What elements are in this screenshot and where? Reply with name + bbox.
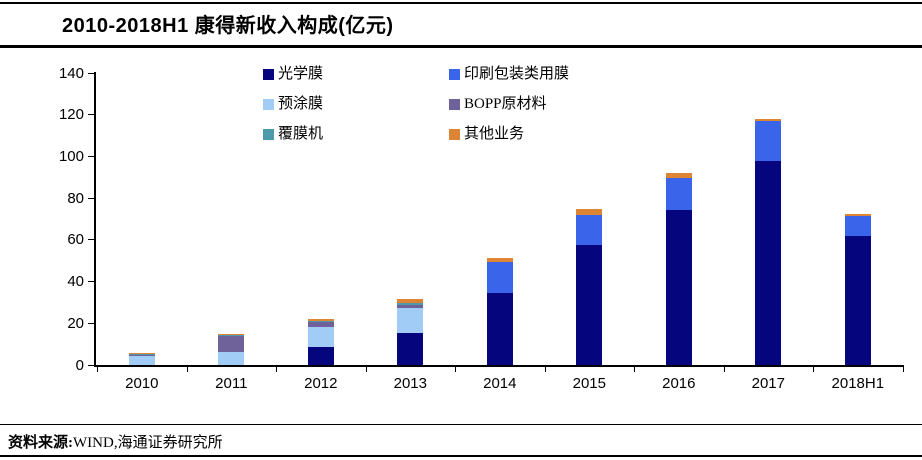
x-axis-label: 2012 [304, 375, 338, 392]
y-axis-label: 140 [58, 64, 84, 82]
legend-label-prelaminating-film: 预涂膜 [278, 96, 324, 112]
bar-segment-bopp-material-2011 [218, 336, 245, 353]
chart-title: 2010-2018H1 康得新收入构成(亿元) [62, 15, 394, 37]
bar-segment-laminating-machine-2011 [218, 334, 245, 337]
legend-swatch-printing-packaging-film [449, 69, 460, 80]
y-axis-label: 40 [67, 273, 84, 291]
bar-segment-prelaminating-film-2012 [307, 327, 334, 347]
legend-swatch-prelaminating-film [263, 99, 274, 110]
legend-swatch-bopp-material [449, 99, 460, 110]
bar-segment-printing-packaging-film-2015 [576, 214, 603, 246]
legend-item-optical-film: 光学膜 [263, 67, 323, 82]
bar-segment-other-business-2012 [307, 319, 334, 322]
y-axis-tick [88, 72, 94, 74]
x-axis-tick [276, 367, 278, 372]
legend-item-prelaminating-film: 预涂膜 [263, 97, 323, 112]
bar-segment-bopp-material-2010 [128, 354, 155, 357]
bar-segment-optical-film-2017 [755, 161, 782, 365]
y-axis-label: 20 [67, 314, 84, 332]
legend-swatch-optical-film [263, 69, 274, 80]
legend-swatch-other-business [449, 129, 460, 140]
y-axis-tick [88, 197, 94, 199]
bar-segment-optical-film-2015 [576, 245, 603, 365]
x-axis-label: 2017 [751, 375, 785, 392]
legend-item-printing-packaging-film: 印刷包装类用膜 [449, 67, 569, 82]
y-axis-tick [88, 155, 94, 157]
bar-segment-bopp-material-2012 [307, 322, 334, 328]
bottom-divider [0, 455, 922, 457]
bar-segment-other-business-2010 [128, 353, 155, 355]
x-axis-label: 2011 [215, 375, 248, 392]
source-value: WIND,海通证券研究所 [73, 435, 223, 451]
bar-segment-other-business-2018H1 [844, 214, 871, 216]
y-axis-label: 60 [67, 231, 84, 249]
bar-segment-prelaminating-film-2010 [128, 356, 155, 365]
y-axis-tick [88, 364, 94, 366]
legend-label-laminating-machine: 覆膜机 [278, 126, 324, 142]
bar-segment-bopp-material-2013 [397, 304, 424, 309]
bar-segment-printing-packaging-film-2016 [665, 178, 692, 210]
y-axis-line [94, 72, 96, 366]
legend-label-optical-film: 光学膜 [278, 66, 324, 82]
bar-segment-other-business-2017 [755, 119, 782, 122]
bar-segment-other-business-2016 [665, 172, 692, 179]
x-axis-line [94, 365, 904, 367]
bar-segment-laminating-machine-2012 [307, 321, 334, 323]
x-axis-tick [97, 367, 99, 372]
legend-label-other-business: 其他业务 [464, 126, 525, 142]
y-axis-label: 100 [58, 147, 84, 165]
y-axis-label: 0 [75, 356, 84, 374]
bar-segment-optical-film-2016 [665, 209, 692, 365]
x-axis-tick [544, 367, 546, 372]
top-divider [0, 2, 922, 4]
x-axis-tick [723, 367, 725, 372]
bar-segment-optical-film-2014 [486, 293, 513, 365]
x-axis-label: 2010 [125, 375, 159, 392]
bar-segment-optical-film-2018H1 [844, 235, 871, 365]
bar-segment-printing-packaging-film-2014 [486, 262, 513, 294]
bar-segment-laminating-machine-2010 [128, 354, 155, 356]
x-axis-label: 2016 [662, 375, 696, 392]
source-note: 资料来源:WIND,海通证券研究所 [8, 431, 223, 452]
legend-label-bopp-material: BOPP原材料 [464, 96, 547, 112]
x-axis-tick [634, 367, 636, 372]
bar-segment-prelaminating-film-2011 [218, 352, 245, 365]
y-axis-tick [88, 114, 94, 116]
bar-segment-optical-film-2012 [307, 346, 334, 365]
x-axis-label: 2014 [483, 375, 517, 392]
x-axis-tick [455, 367, 457, 372]
x-axis-tick [902, 367, 904, 372]
bar-segment-printing-packaging-film-2017 [755, 121, 782, 162]
bar-segment-other-business-2011 [218, 333, 245, 335]
y-axis-label: 80 [67, 189, 84, 207]
y-axis-tick [88, 239, 94, 241]
x-axis-label: 2013 [393, 375, 427, 392]
bar-segment-optical-film-2013 [397, 332, 424, 365]
bar-segment-prelaminating-film-2013 [397, 308, 424, 333]
legend-item-other-business: 其他业务 [449, 127, 524, 142]
y-axis-tick [88, 322, 94, 324]
legend-swatch-laminating-machine [263, 129, 274, 140]
y-axis-label: 120 [58, 106, 84, 124]
legend-item-laminating-machine: 覆膜机 [263, 127, 323, 142]
x-axis-tick [813, 367, 815, 372]
bar-segment-other-business-2015 [576, 208, 603, 215]
bar-segment-printing-packaging-film-2018H1 [844, 215, 871, 236]
y-axis-tick [88, 281, 94, 283]
x-axis-label: 2018H1 [831, 375, 885, 392]
source-label: 资料来源: [8, 435, 73, 451]
footer-divider [0, 424, 922, 425]
bar-segment-other-business-2013 [397, 299, 424, 304]
legend-label-printing-packaging-film: 印刷包装类用膜 [464, 66, 570, 82]
bar-segment-other-business-2014 [486, 257, 513, 263]
title-divider [0, 45, 922, 48]
x-axis-tick [186, 367, 188, 372]
legend-item-bopp-material: BOPP原材料 [449, 97, 547, 112]
bar-segment-laminating-machine-2013 [397, 303, 424, 305]
x-axis-tick [365, 367, 367, 372]
x-axis-label: 2015 [572, 375, 606, 392]
